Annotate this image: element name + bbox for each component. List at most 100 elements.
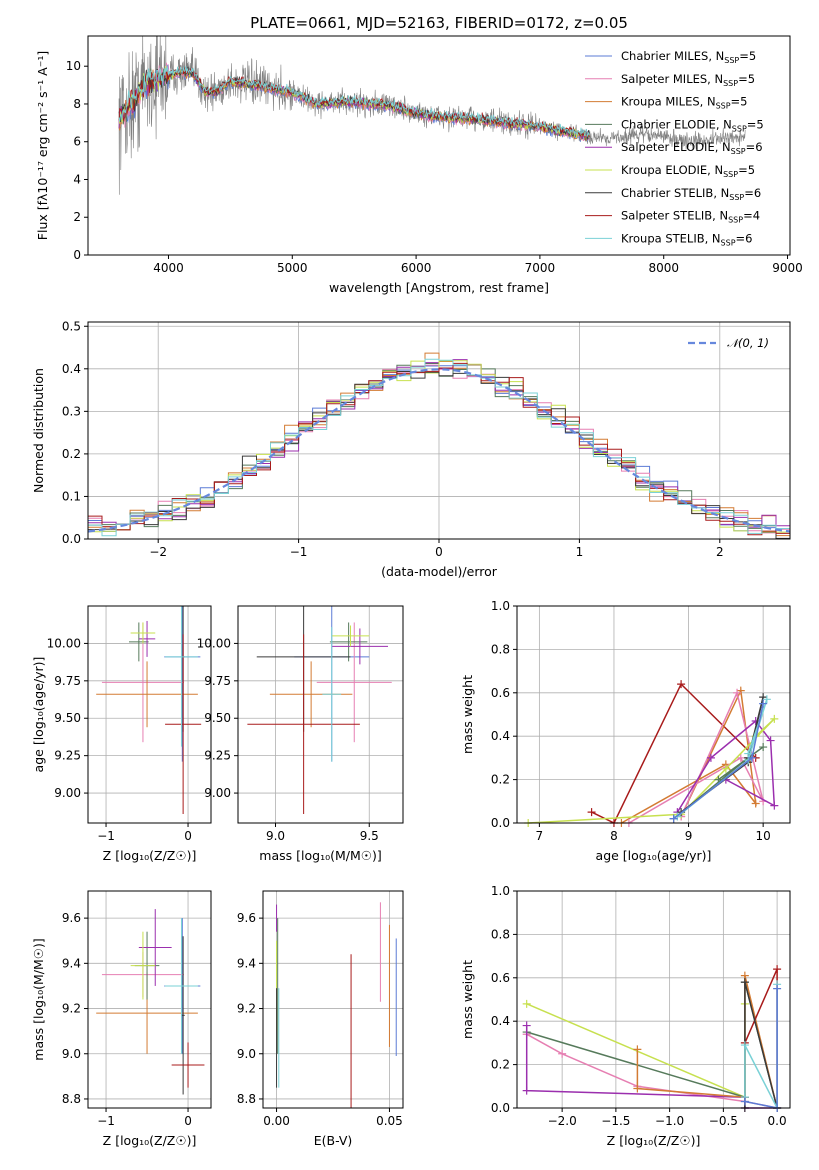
y-axis-label: Flux [fλ10⁻¹⁷ erg cm⁻² s⁻¹ A⁻¹] [35, 51, 50, 240]
weight-marker [677, 680, 686, 689]
axes-age_vs_mass: 9.0 9.5 9.00 9.25 9.50 9.75 10.00 mass [log₁₀(M… [197, 606, 403, 863]
legend-entry: Kroupa ELODIE, NSSP=5 [621, 163, 755, 179]
errorbar-plot-area-age_vs_mass [247, 606, 392, 815]
legend-nssp-value: =5 [739, 49, 756, 63]
weight-marker [770, 714, 779, 723]
chart-title: PLATE=0661, MJD=52163, FIBERID=0172, z=0… [250, 14, 628, 32]
x-tick-label: 9000 [772, 261, 803, 275]
errorbar-salpeter-elodie [138, 909, 172, 986]
histogram-plot-area [88, 352, 790, 539]
weight-marker [733, 688, 742, 697]
weight-line-chabrier-stelib [680, 696, 764, 813]
y-tick-label: 8.8 [237, 1092, 256, 1106]
legend-nssp-sub: SSP [721, 238, 736, 247]
y-tick-label: 0 [73, 248, 81, 262]
y-tick-label: 0.2 [62, 447, 81, 461]
x-tick-label: −1.5 [601, 1114, 630, 1128]
errorbar-kroupa-stelib [165, 606, 198, 747]
legend-nssp-prefix: , N [716, 117, 732, 131]
weight-marker [751, 799, 760, 808]
y-tick-label: 9.25 [204, 749, 231, 763]
legend-nssp-sub: SSP [723, 170, 738, 179]
legend-model-name: Salpeter STELIB [621, 209, 712, 223]
weight-marker [736, 753, 745, 762]
weight-line-chabrier-stelib [744, 981, 778, 1109]
weight-marker [633, 1084, 642, 1093]
legend-model-name: Salpeter MILES [621, 72, 707, 86]
y-tick-label: 0.4 [62, 362, 81, 376]
x-axis-label: Z [log₁₀(Z/Z☉)] [103, 848, 197, 863]
weight-marker [706, 753, 715, 762]
x-tick-label: −2.0 [548, 1114, 577, 1128]
x-axis-label: mass [log₁₀(M/M☉)] [259, 848, 381, 863]
weight-marker [522, 999, 531, 1008]
y-tick-label: 0.6 [491, 686, 510, 700]
frame-mass_vs_Z [87, 890, 212, 1109]
y-axis-label: Normed distribution [31, 368, 46, 493]
weight-marker [759, 743, 768, 752]
y-tick-label: 9.2 [237, 1002, 256, 1016]
weight-marker [740, 1097, 749, 1106]
errorbar-kroupa-miles [96, 661, 198, 728]
errorbar-salpeter-stelib [165, 634, 202, 815]
y-tick-label: 0.4 [491, 729, 510, 743]
legend-entry: Chabrier MILES, NSSP=5 [621, 49, 756, 65]
y-tick-label: 0.0 [491, 816, 510, 830]
y-tick-label: 10 [66, 59, 81, 73]
x-tick-label: 4000 [153, 261, 184, 275]
x-tick-label: 8 [610, 829, 618, 843]
y-tick-label: 8 [73, 97, 81, 111]
normal-legend-label: 𝒩(0, 1) [727, 336, 769, 350]
x-tick-label: 7000 [525, 261, 556, 275]
frame-weight_vs_age [516, 605, 791, 824]
legend-nssp-sub: SSP [723, 79, 738, 88]
axes-weight_vs_age: 7 8 9 10 0.0 0.2 0.4 0.6 0.8 1.0 age [log₁₀(age/yr… [460, 599, 790, 863]
weight-plot-area-weight_vs_age [524, 680, 779, 827]
y-tick-label: 0.6 [491, 971, 510, 985]
errorbar-chabrier-elodie [329, 622, 368, 662]
frame-mass_vs_EBV [262, 890, 404, 1109]
y-tick-label: 0.4 [491, 1014, 510, 1028]
legend-nssp-prefix: , N [707, 72, 723, 86]
y-tick-label: 9.4 [62, 956, 81, 970]
y-tick-label: 0.0 [491, 1101, 510, 1115]
legend-nssp-value: =6 [744, 186, 761, 200]
legend-nssp-value: =6 [746, 140, 763, 154]
weight-line-chabrier-elodie [673, 746, 764, 820]
x-axis-label: (data-model)/error [381, 564, 498, 579]
weight-marker [744, 749, 753, 758]
y-tick-label: 0.3 [62, 404, 81, 418]
y-tick-label: 9.2 [62, 1002, 81, 1016]
model-spectrum-kroupa-stelib [118, 65, 590, 137]
errorbar-plot-area-age_vs_Z [96, 606, 202, 815]
x-tick-label: 0 [435, 545, 443, 559]
errorbar-kroupa-stelib [322, 626, 342, 762]
weight-marker [587, 808, 596, 817]
x-tick-label: 5000 [277, 261, 308, 275]
legend-nssp-value: =5 [738, 72, 755, 86]
legend-nssp-value: =4 [743, 209, 760, 223]
legend-nssp-prefix: , N [700, 95, 716, 109]
errorbar-kroupa-elodie [331, 625, 370, 647]
legend-nssp-prefix: , N [705, 231, 721, 245]
y-tick-label: 2 [73, 210, 81, 224]
weight-marker [773, 984, 782, 993]
errorbar-chabrier-elodie [129, 622, 149, 662]
y-tick-label: 1.0 [491, 884, 510, 898]
weight-marker [766, 736, 775, 745]
y-tick-label: 9.6 [62, 911, 81, 925]
weight-plot-area-weight_vs_Z [522, 965, 782, 1112]
x-tick-label: 0 [184, 829, 192, 843]
y-tick-label: 9.0 [62, 1047, 81, 1061]
legend-entry: Chabrier STELIB, NSSP=6 [621, 186, 761, 202]
weight-marker [669, 814, 678, 823]
x-axis-label: Z [log₁₀(Z/Z☉)] [607, 1133, 701, 1148]
weight-marker [773, 965, 782, 974]
y-tick-label: 0.5 [62, 319, 81, 333]
y-tick-label: 9.00 [54, 786, 81, 800]
legend-model-name: Kroupa ELODIE [621, 163, 707, 177]
frame-age_vs_mass [237, 605, 404, 824]
x-tick-label: 2 [716, 545, 724, 559]
y-tick-label: 10.00 [47, 636, 81, 650]
